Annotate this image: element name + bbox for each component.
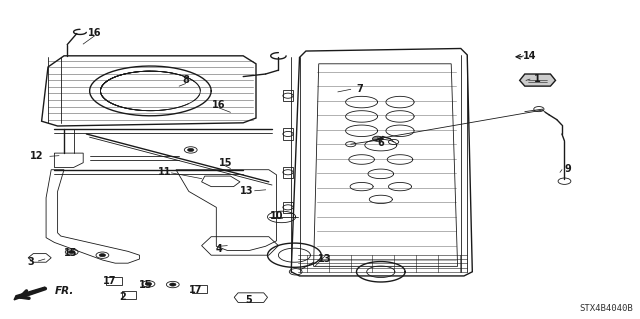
Text: 15: 15 <box>63 248 77 258</box>
Text: 16: 16 <box>88 27 102 38</box>
Text: 8: 8 <box>182 75 189 85</box>
Text: 11: 11 <box>158 167 172 177</box>
Text: 16: 16 <box>212 100 226 110</box>
Circle shape <box>99 254 106 257</box>
Text: 5: 5 <box>245 295 252 306</box>
Polygon shape <box>520 74 556 86</box>
Text: 13: 13 <box>239 186 253 196</box>
Text: 12: 12 <box>30 151 44 161</box>
Text: STX4B4040B: STX4B4040B <box>580 304 634 313</box>
Text: 10: 10 <box>269 211 284 221</box>
Circle shape <box>372 136 383 141</box>
Circle shape <box>145 282 152 286</box>
Text: 7: 7 <box>356 84 363 94</box>
Circle shape <box>68 250 75 254</box>
Text: 14: 14 <box>523 51 537 61</box>
Text: 17: 17 <box>188 285 202 295</box>
Text: FR.: FR. <box>54 286 74 296</box>
Text: 15: 15 <box>139 279 153 290</box>
Text: 17: 17 <box>103 276 117 286</box>
Polygon shape <box>14 287 46 300</box>
Text: 3: 3 <box>28 257 34 267</box>
Text: 4: 4 <box>216 244 222 255</box>
Circle shape <box>170 283 176 286</box>
Text: 13: 13 <box>318 254 332 264</box>
Text: 15: 15 <box>218 158 232 168</box>
Text: 6: 6 <box>378 138 384 148</box>
Text: 1: 1 <box>534 74 541 84</box>
Circle shape <box>188 148 194 152</box>
Text: 9: 9 <box>565 164 572 174</box>
Text: 2: 2 <box>120 292 126 302</box>
